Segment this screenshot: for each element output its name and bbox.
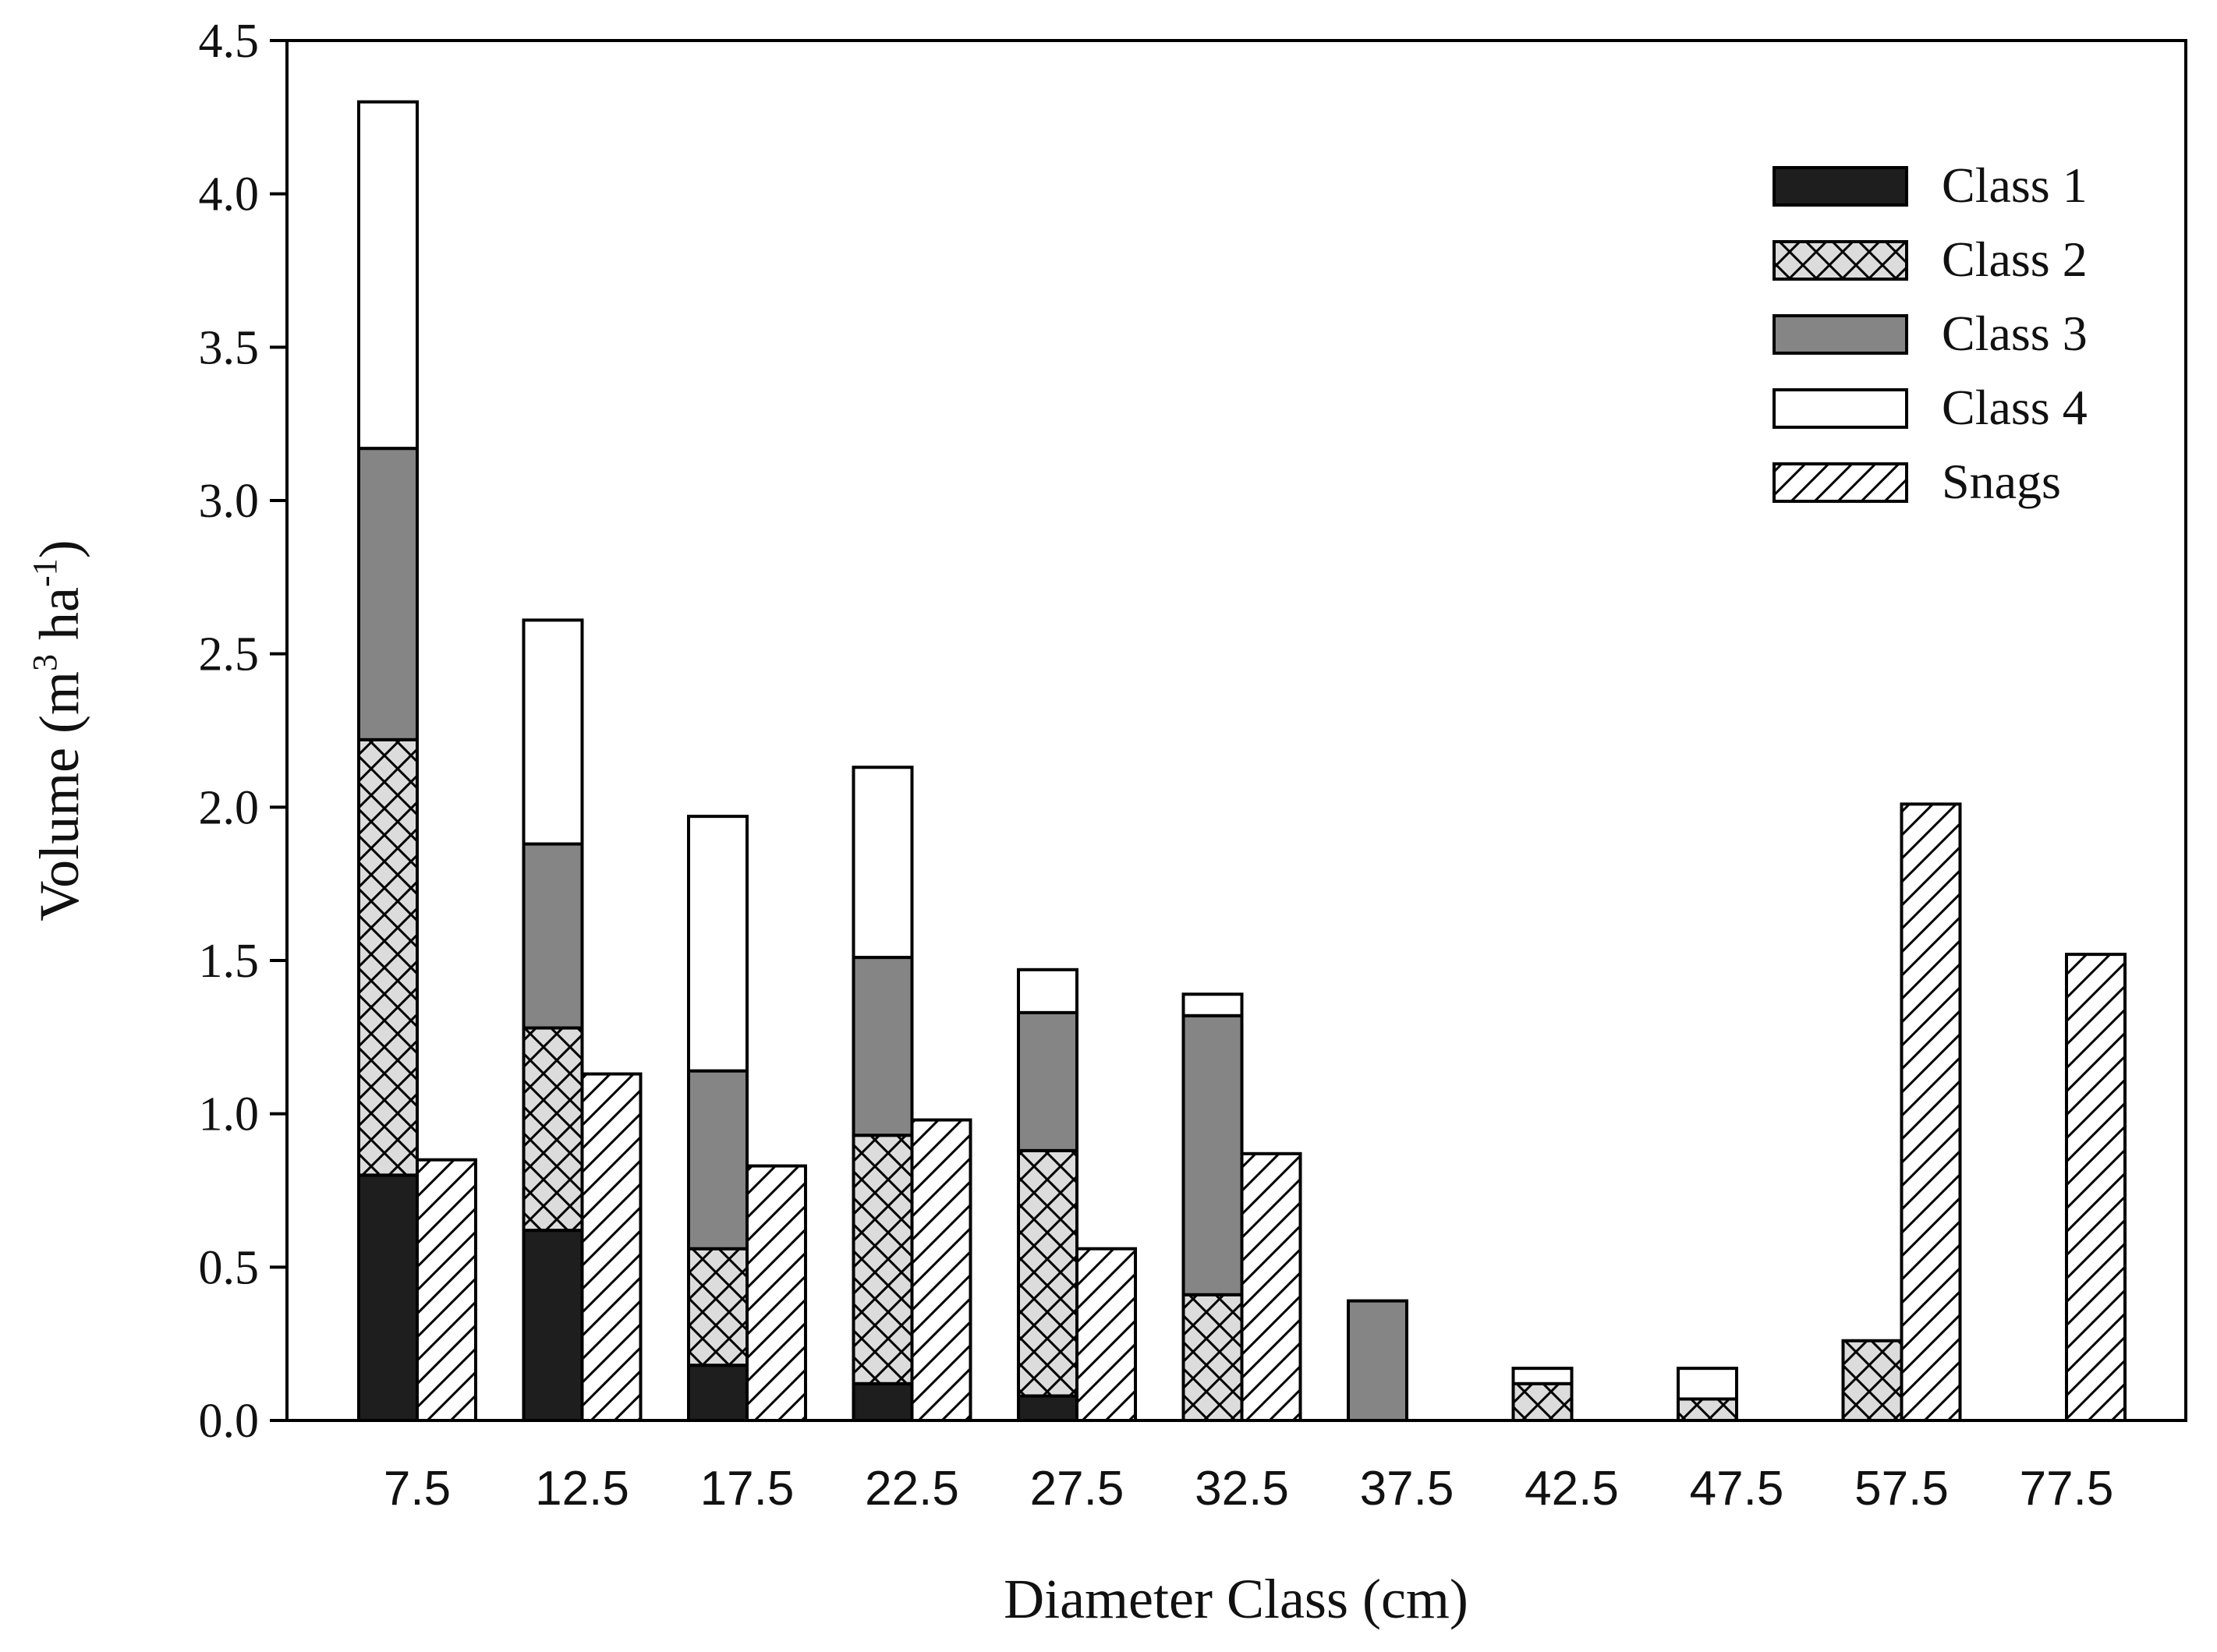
y-tick-label: 2.5: [199, 628, 260, 681]
bar-snags-32-5: [1240, 1151, 1302, 1423]
bar-snags-22-5: [910, 1118, 972, 1422]
bar-class-1-17-5: [687, 1364, 749, 1422]
bar-class-2-57-5: [1841, 1339, 1904, 1422]
bar-class-2-27-5: [1017, 1148, 1078, 1398]
bar-snags-12-5: [580, 1072, 643, 1422]
legend-label-class-3: Class 3: [1942, 306, 2088, 361]
bar-snags-27-5: [1075, 1247, 1137, 1422]
bar-class-2-17-5: [687, 1247, 749, 1367]
bar-class-4-17-5: [687, 815, 749, 1073]
y-title-sup-minus1: -1: [26, 558, 64, 587]
x-tick-label: 7.5: [384, 1462, 451, 1516]
bars: [357, 100, 2127, 1423]
bar-class-3-32-5: [1181, 1013, 1244, 1296]
y-title-mid: ha: [28, 587, 90, 654]
x-tick-label: 12.5: [535, 1462, 629, 1516]
bar-class-4-47-5: [1677, 1367, 1738, 1401]
y-title-sup-3: 3: [26, 654, 64, 671]
y-tick-label: 2.0: [199, 781, 260, 834]
x-tick-label: 17.5: [700, 1462, 795, 1516]
legend: Class 1 Class 2 Class 3 Class 4 Snags: [1773, 157, 2088, 509]
legend-label-class-1: Class 1: [1942, 157, 2088, 213]
x-tick-label: 37.5: [1360, 1462, 1454, 1516]
x-tick-label: 77.5: [2020, 1462, 2114, 1516]
bar-class-4-7-5: [357, 100, 419, 451]
legend-swatch-class-4: [1773, 388, 1908, 429]
bar-class-2-42-5: [1511, 1381, 1574, 1423]
x-tick-label: 57.5: [1854, 1462, 1949, 1516]
bar-class-4-32-5: [1181, 992, 1244, 1017]
bar-class-4-22-5: [852, 766, 914, 960]
bar-class-2-7-5: [357, 738, 419, 1177]
y-tick-label: 0.5: [199, 1241, 260, 1294]
bar-class-3-37-5: [1347, 1299, 1408, 1422]
bar-class-2-12-5: [522, 1026, 584, 1233]
x-tick-label: 47.5: [1690, 1462, 1784, 1516]
legend-swatch-class-1: [1773, 166, 1908, 207]
bar-class-1-12-5: [522, 1229, 584, 1422]
bar-class-3-12-5: [522, 842, 584, 1030]
x-tick-label: 27.5: [1030, 1462, 1124, 1516]
legend-label-class-4: Class 4: [1942, 380, 2088, 435]
plot-frame: [285, 39, 2187, 1422]
bar-class-3-22-5: [852, 956, 914, 1137]
y-tick-label: 1.0: [199, 1088, 260, 1141]
legend-label-class-2: Class 2: [1942, 232, 2088, 287]
x-axis-title: Diameter Class (cm): [1004, 1568, 1468, 1630]
x-tick-label: 32.5: [1195, 1462, 1289, 1516]
y-tick-label: 4.5: [199, 15, 260, 68]
bar-class-1-7-5: [357, 1173, 419, 1423]
bar-snags-57-5: [1900, 802, 1962, 1422]
legend-swatch-snags: [1773, 462, 1908, 503]
bar-class-2-32-5: [1181, 1293, 1244, 1422]
legend-label-snags: Snags: [1942, 454, 2061, 509]
bar-class-4-27-5: [1017, 967, 1078, 1014]
legend-swatch-class-3: [1773, 314, 1908, 355]
bar-snags-77-5: [2065, 953, 2127, 1422]
x-tick-label: 22.5: [865, 1462, 959, 1516]
bar-class-3-7-5: [357, 447, 419, 741]
y-tick-label: 0.0: [199, 1395, 260, 1448]
bar-class-3-17-5: [687, 1069, 749, 1250]
bar-class-2-47-5: [1677, 1397, 1738, 1423]
bar-class-4-12-5: [522, 618, 584, 846]
bar-class-3-27-5: [1017, 1010, 1078, 1152]
y-title-main: Volume (m: [28, 671, 90, 922]
y-tick-label: 3.5: [199, 321, 260, 374]
bar-snags-17-5: [745, 1164, 807, 1422]
legend-swatch-class-2: [1773, 240, 1908, 281]
bar-class-1-27-5: [1017, 1394, 1078, 1422]
x-axis-ticks: 7.5 12.5 17.5 22.5 27.5 32.5 37.5 42.5 47.5 57.5 7…: [384, 1462, 2113, 1516]
y-tick-label: 4.0: [199, 168, 260, 221]
y-axis-title: Volume (m3 ha-1): [26, 539, 90, 921]
y-tick-label: 3.0: [199, 475, 260, 528]
bar-snags-7-5: [416, 1158, 477, 1422]
bar-class-2-22-5: [852, 1134, 914, 1385]
x-tick-label: 42.5: [1525, 1462, 1619, 1516]
y-axis-ticks: 0.0 0.5 1.0 1.5 2.0 2.5 3.0 3.5 4.0 4.5: [199, 15, 287, 1448]
bar-class-1-22-5: [852, 1381, 914, 1423]
y-title-end: ): [28, 539, 90, 558]
bar-class-4-42-5: [1511, 1367, 1574, 1385]
y-tick-label: 1.5: [199, 935, 260, 988]
